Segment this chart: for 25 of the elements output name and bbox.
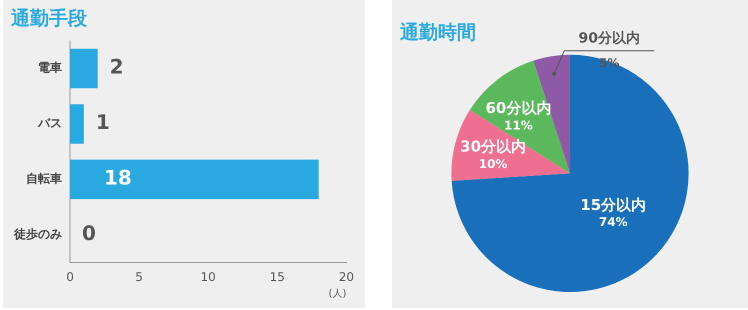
- data-label: 18: [104, 166, 132, 190]
- slice-label: 15分以内: [580, 196, 646, 214]
- y-tick-label: 自転車: [26, 172, 62, 186]
- data-label: 74%: [598, 215, 628, 230]
- slice-label: 30分以内: [460, 138, 526, 156]
- bar: [70, 48, 98, 88]
- data-label: 2: [110, 54, 124, 79]
- slice-label: 90分以内: [578, 30, 640, 46]
- y-tick-label: バス: [37, 116, 62, 130]
- x-tick-label: 15: [270, 270, 285, 284]
- chart-title: 通勤手段: [10, 7, 88, 30]
- data-label: 1: [96, 110, 110, 134]
- y-tick-label: 徒歩のみ: [13, 227, 62, 241]
- x-tick-label: 0: [66, 270, 74, 284]
- data-label: 10%: [478, 156, 508, 171]
- bar: [70, 160, 319, 200]
- y-tick-label: 電車: [38, 60, 62, 75]
- data-label: 11%: [504, 118, 533, 132]
- x-tick-label: 5: [135, 270, 143, 284]
- data-label: 0: [82, 221, 96, 246]
- x-tick-label: 20: [338, 270, 354, 284]
- x-axis-title: (人): [328, 288, 346, 300]
- bar: [70, 104, 84, 144]
- chart-title: 通勤時間: [399, 21, 476, 44]
- x-tick-label: 10: [200, 270, 216, 284]
